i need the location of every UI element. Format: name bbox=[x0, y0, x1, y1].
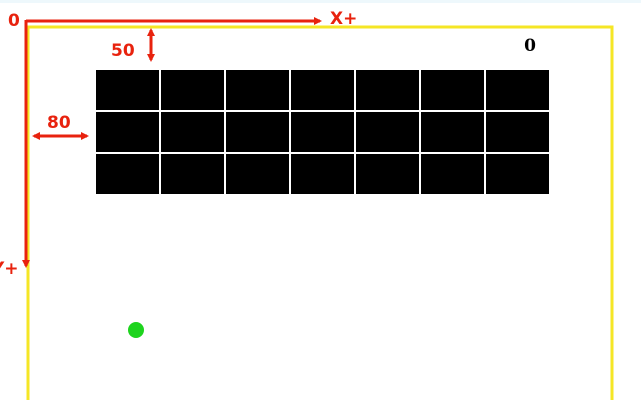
brick bbox=[96, 70, 159, 110]
brick bbox=[161, 112, 224, 152]
origin-label: 0 bbox=[8, 11, 20, 31]
brick bbox=[226, 112, 289, 152]
brick bbox=[486, 154, 549, 194]
brick bbox=[291, 70, 354, 110]
game-border bbox=[26, 25, 614, 400]
y-axis-label: Y+ bbox=[0, 259, 19, 279]
ball bbox=[128, 322, 144, 338]
brick bbox=[226, 70, 289, 110]
brick bbox=[226, 154, 289, 194]
brick bbox=[291, 154, 354, 194]
score: 0 bbox=[524, 36, 536, 56]
brick bbox=[421, 70, 484, 110]
brick bbox=[356, 154, 419, 194]
left-offset-label: 80 bbox=[47, 113, 71, 133]
brick-grid bbox=[96, 70, 549, 194]
brick bbox=[356, 112, 419, 152]
brick bbox=[96, 112, 159, 152]
brick bbox=[486, 70, 549, 110]
brick bbox=[96, 154, 159, 194]
top-offset-label: 50 bbox=[111, 41, 135, 61]
x-axis-label: X+ bbox=[330, 9, 357, 29]
brick bbox=[291, 112, 354, 152]
top-strip bbox=[0, 0, 641, 3]
brick bbox=[161, 154, 224, 194]
brick bbox=[421, 112, 484, 152]
brick bbox=[486, 112, 549, 152]
brick bbox=[356, 70, 419, 110]
brick bbox=[421, 154, 484, 194]
brick bbox=[161, 70, 224, 110]
